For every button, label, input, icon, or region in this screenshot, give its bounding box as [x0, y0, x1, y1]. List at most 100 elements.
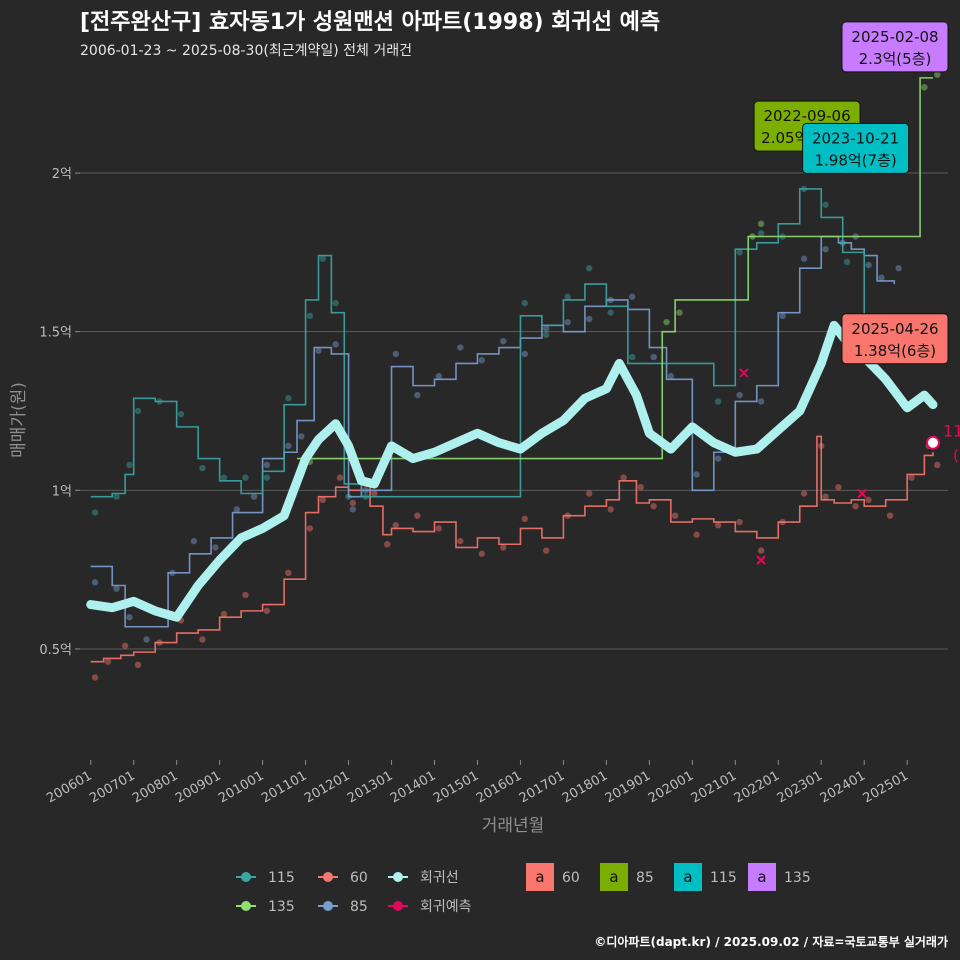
x-tick-label: 202101 — [689, 768, 739, 806]
series-lines — [86, 77, 938, 663]
series-line-60 — [90, 435, 934, 663]
scatter-point-85 — [143, 636, 150, 643]
legend-dot — [323, 872, 333, 882]
scatter-point-135 — [921, 84, 928, 91]
x-tick-label: 201401 — [388, 768, 438, 806]
scatter-point-135 — [934, 71, 941, 78]
legend-dot — [393, 901, 403, 911]
scatter-point-85 — [233, 506, 241, 513]
markers: 11,475 (~60㎡) — [739, 368, 960, 565]
legend-box-label: 85 — [636, 870, 654, 886]
scatter-point-85 — [736, 391, 743, 399]
scatter-point-85 — [779, 312, 786, 320]
predict-marker — [756, 555, 766, 565]
legend-label: 60 — [350, 870, 368, 886]
legend-box-glyph: a — [535, 868, 544, 886]
scatter-point-60 — [671, 512, 679, 519]
scatter-point-85 — [693, 471, 700, 478]
scatter-point-60 — [637, 483, 644, 491]
scatter-point-60 — [457, 537, 464, 545]
scatter-point-60 — [934, 461, 941, 469]
scatter-point-60 — [435, 525, 443, 532]
scatter-point-115 — [843, 258, 851, 266]
scatter-point-60 — [104, 658, 112, 665]
scatter-point-60 — [585, 490, 593, 497]
scatter-point-60 — [414, 512, 421, 519]
legend-label: 회귀예측 — [420, 899, 472, 915]
scatter-point-115 — [242, 474, 249, 481]
legend-box-swatch — [674, 863, 702, 891]
scatter-point-85 — [349, 506, 357, 513]
scatter-point-115 — [126, 461, 133, 469]
annotation-box — [841, 313, 949, 365]
scatter-point-60 — [500, 544, 507, 551]
legend-box-swatch — [600, 863, 628, 891]
scatter-point-60 — [620, 474, 627, 481]
legend-label: 135 — [268, 899, 295, 915]
scatter-point-60 — [908, 474, 915, 481]
scatter-point-135 — [676, 309, 683, 316]
legend-dot — [241, 872, 251, 882]
scatter-point-85 — [500, 338, 507, 345]
scatter-point-60 — [822, 493, 829, 500]
y-tick-label: 1.5억 — [39, 326, 72, 341]
scatter-point-60 — [242, 591, 249, 599]
scatter-point-60 — [121, 642, 129, 649]
annotation-box — [841, 21, 949, 73]
x-tick-label: 200901 — [173, 768, 223, 806]
y-tick-label: 0.5억 — [39, 643, 72, 658]
predict-marker — [857, 488, 867, 499]
annotation-date: 2023-10-21 — [812, 129, 899, 147]
legend-label: 85 — [350, 899, 368, 915]
x-tick-label: 201901 — [603, 768, 653, 806]
scatter-point-135 — [663, 318, 670, 326]
scatter-point-60 — [285, 569, 292, 577]
scatter-point-85 — [521, 350, 528, 358]
scatter-point-115 — [822, 201, 829, 208]
x-tick-label: 200701 — [87, 768, 137, 806]
scatter-point-60 — [306, 525, 314, 532]
scatter-point-60 — [199, 636, 206, 643]
scatter-point-60 — [384, 541, 391, 548]
x-tick-label: 201201 — [302, 768, 352, 806]
series-line-135 — [297, 77, 933, 460]
x-tick-label: 201701 — [517, 768, 567, 806]
scatter-point-60 — [693, 531, 700, 538]
scatter-point-85 — [650, 353, 657, 361]
legend-dot — [323, 901, 333, 911]
gridlines — [80, 172, 948, 650]
scatter-point-85 — [543, 325, 550, 332]
scatter-point-60 — [865, 496, 872, 504]
scatter-point-85 — [435, 372, 443, 380]
x-tick-label: 201101 — [259, 768, 309, 806]
prediction-area-label: (~60㎡) — [953, 447, 960, 465]
scatter-point-60 — [800, 490, 808, 497]
scatter-point-115 — [332, 299, 339, 307]
scatter-point-85 — [126, 614, 133, 621]
annotation-price: 1.38억(6층) — [854, 342, 936, 360]
annotation-date: 2022-09-06 — [763, 107, 850, 125]
annotation-price: 2.3억(5층) — [859, 50, 932, 68]
annotation-date: 2025-04-26 — [851, 320, 938, 338]
scatter-point-115 — [134, 407, 142, 415]
legend-box-label: 135 — [784, 870, 811, 886]
scatter-point-115 — [628, 353, 636, 361]
scatter-point-115 — [607, 309, 614, 316]
legend-box-label: 60 — [562, 870, 580, 886]
x-tick-label: 201601 — [474, 768, 524, 806]
series-line-85 — [90, 235, 896, 628]
scatter-point-85 — [865, 261, 872, 269]
scatter-point-60 — [521, 515, 528, 523]
scatter-point-85 — [757, 398, 765, 405]
legend-box-glyph: a — [609, 868, 618, 886]
chart-subtitle: 2006-01-23 ~ 2025-08-30(최근계약일) 전체 거래건 — [80, 43, 412, 59]
predict-marker — [739, 368, 749, 378]
scatter-point-85 — [263, 461, 271, 469]
scatter-point-115 — [757, 230, 765, 237]
scatter-point-60 — [886, 512, 894, 519]
regression-line — [86, 320, 938, 622]
scatter-point-115 — [263, 474, 271, 481]
scatter-point-60 — [478, 550, 485, 557]
scatter-point-85 — [878, 274, 885, 281]
